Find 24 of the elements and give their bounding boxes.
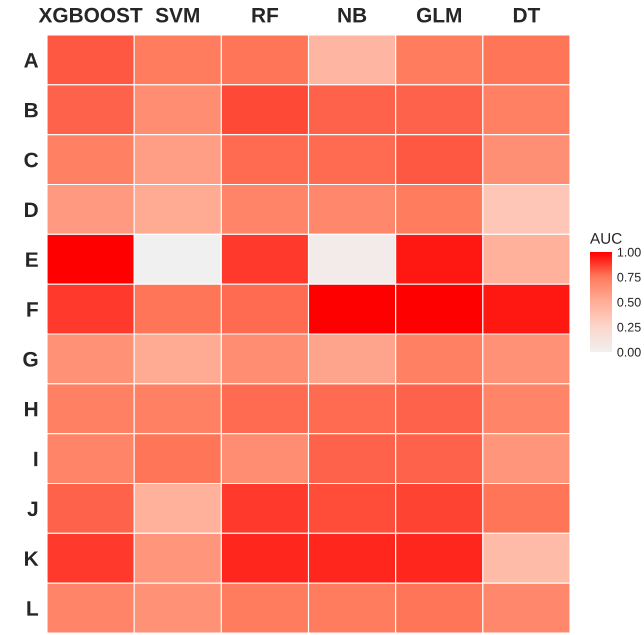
- color-bar-label: 1.00: [618, 248, 641, 257]
- color-bar-label: 0.75: [617, 272, 641, 282]
- x-tick-label: NB: [338, 8, 366, 22]
- y-tick-label: A: [24, 53, 38, 68]
- x-tick-label: SVM: [156, 8, 199, 23]
- x-tick-label: GLM: [416, 8, 461, 23]
- y-tick-label: D: [25, 202, 38, 217]
- y-tick-label: F: [27, 302, 38, 317]
- y-tick-label: E: [26, 252, 38, 267]
- y-tick-label: G: [23, 352, 38, 367]
- x-tick-label: XGBOOST: [38, 8, 142, 23]
- y-tick-label: J: [27, 502, 38, 516]
- y-tick-label: K: [25, 551, 38, 566]
- x-tick-label: RF: [252, 8, 278, 22]
- color-bar-title: AUC: [590, 233, 622, 244]
- y-tick-label: C: [24, 152, 38, 168]
- color-bar-label: 0.00: [617, 348, 641, 357]
- x-tick-label: DT: [514, 8, 540, 22]
- y-tick-label: B: [25, 102, 38, 118]
- y-tick-label: L: [27, 601, 38, 616]
- y-tick-label: I: [34, 452, 38, 466]
- y-tick-label: H: [25, 402, 38, 416]
- color-bar-label: 0.50: [617, 298, 641, 307]
- color-bar-label: 0.25: [617, 322, 641, 332]
